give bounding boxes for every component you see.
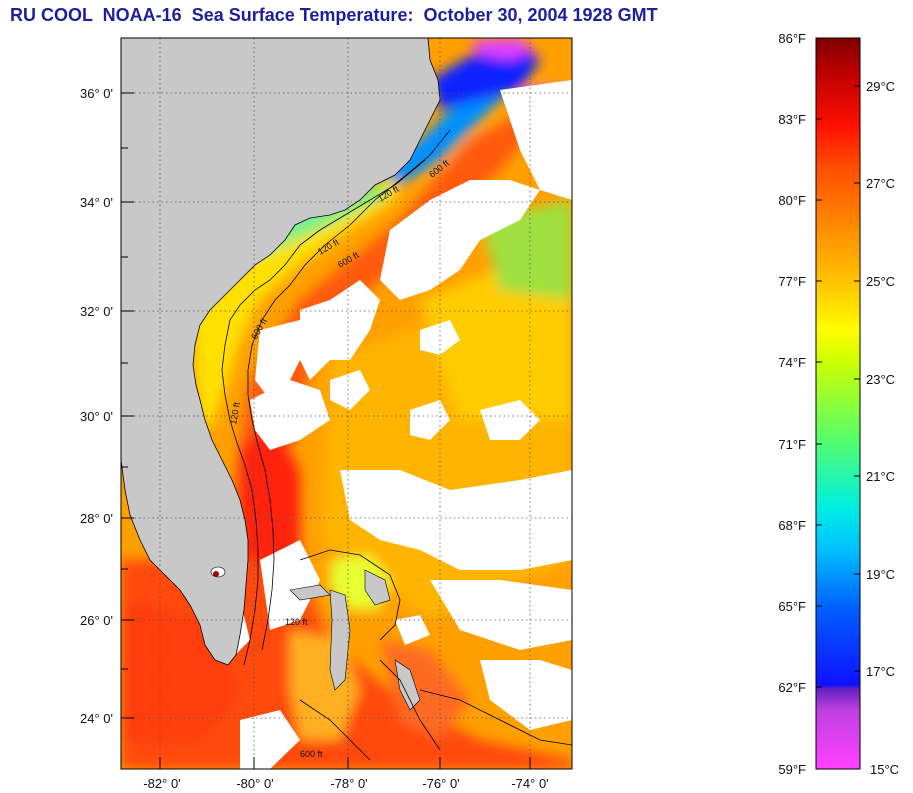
lon-tick-label: -82° 0' — [143, 776, 180, 791]
contour-label: 600 ft — [300, 749, 323, 759]
latitude-labels: 36° 0' 34° 0' 32° 0' 30° 0' 28° 0' 26° 0… — [80, 86, 113, 726]
celsius-label: 23°C — [866, 372, 895, 387]
fahrenheit-label: 80°F — [778, 193, 806, 208]
contour-label: 120 ft — [228, 401, 242, 425]
celsius-label: 17°C — [866, 664, 895, 679]
fahrenheit-label: 65°F — [778, 599, 806, 614]
abaco-island — [364, 569, 391, 606]
fahrenheit-label: 77°F — [778, 274, 806, 289]
celsius-label: 29°C — [866, 79, 895, 94]
celsius-label: 15°C — [870, 762, 899, 777]
colorbar-fahrenheit-labels: 86°F 83°F 80°F 77°F 74°F 71°F 68°F 65°F … — [778, 31, 806, 777]
lat-tick-label: 26° 0' — [80, 613, 113, 628]
fahrenheit-label: 62°F — [778, 680, 806, 695]
celsius-label: 27°C — [866, 176, 895, 191]
fahrenheit-label: 83°F — [778, 112, 806, 127]
fahrenheit-label: 86°F — [778, 31, 806, 46]
lat-tick-label: 28° 0' — [80, 511, 113, 526]
graticule — [121, 38, 572, 769]
celsius-label: 25°C — [866, 274, 895, 289]
fahrenheit-label: 68°F — [778, 518, 806, 533]
lon-tick-label: -80° 0' — [236, 776, 273, 791]
grand-bahama-island — [289, 584, 331, 601]
temperature-colorbar: 86°F 83°F 80°F 77°F 74°F 71°F 68°F 65°F … — [778, 31, 899, 777]
fahrenheit-label: 71°F — [778, 437, 806, 452]
colorbar-celsius-ticks — [854, 85, 860, 770]
andros-island — [329, 589, 351, 691]
map-ticks — [121, 92, 531, 769]
fahrenheit-label: 74°F — [778, 355, 806, 370]
lat-tick-label: 24° 0' — [80, 711, 113, 726]
colorbar-fahrenheit-ticks — [816, 37, 822, 770]
celsius-label: 19°C — [866, 567, 895, 582]
colorbar-frame — [815, 37, 861, 770]
lat-tick-label: 36° 0' — [80, 86, 113, 101]
longitude-labels: -82° 0' -80° 0' -78° 0' -76° 0' -74° 0' — [143, 776, 548, 791]
sst-map: 600 ft 120 ft 600 ft 120 ft 600 ft 120 f… — [121, 38, 572, 769]
bathymetry-contours — [221, 129, 572, 761]
colorbar-celsius-labels: 29°C 27°C 25°C 23°C 21°C 19°C 17°C 15°C — [866, 79, 899, 777]
contour-label: 120 ft — [285, 617, 308, 627]
lon-tick-label: -78° 0' — [330, 776, 367, 791]
cloud-mask — [210, 80, 572, 769]
lon-tick-label: -76° 0' — [422, 776, 459, 791]
lat-tick-label: 30° 0' — [80, 409, 113, 424]
celsius-label: 21°C — [866, 469, 895, 484]
land-mass — [121, 38, 441, 666]
colorbar-gradient — [816, 38, 860, 769]
lat-tick-label: 32° 0' — [80, 304, 113, 319]
lat-tick-label: 34° 0' — [80, 195, 113, 210]
map-title: RU COOL NOAA-16 Sea Surface Temperature:… — [10, 5, 658, 25]
fahrenheit-label: 59°F — [778, 762, 806, 777]
lake-warm-spot — [213, 571, 219, 577]
lon-tick-label: -74° 0' — [511, 776, 548, 791]
map-frame — [120, 37, 573, 770]
eleuthera-island — [394, 659, 421, 711]
